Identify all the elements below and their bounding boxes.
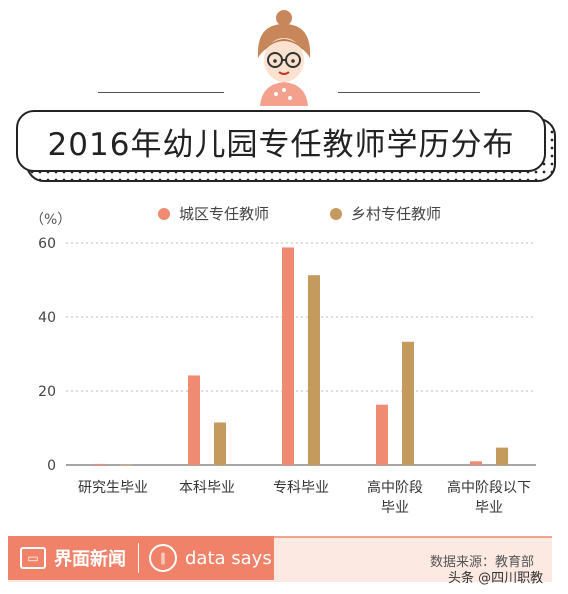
x-tick-label: 本科毕业 [179,480,235,496]
bar-rural [214,422,226,465]
x-tick-label: 毕业 [475,500,503,516]
x-tick-label: 毕业 [381,500,409,516]
title-banner: 2016年幼儿园专任教师学历分布 [16,110,546,172]
bar-rural [308,275,320,465]
x-tick-label: 高中阶段 [367,479,423,496]
decorative-rule-right [338,92,480,93]
x-tick-label: 研究生毕业 [78,480,148,496]
x-tick-label: 高中阶段以下 [447,479,531,496]
data-says-label: data says [185,547,272,569]
legend-item-rural: 乡村专任教师 [330,203,441,224]
watermark-text: 头条 @四川职教 [448,571,544,586]
teacher-avatar-illustration [257,10,311,106]
legend-label-rural: 乡村专任教师 [351,205,442,223]
legend-swatch-rural [330,207,342,220]
bar-urban [188,375,200,465]
brand-separator [138,543,139,573]
bar-rural [120,464,132,466]
data-source-note: 数据来源：教育部 [430,555,535,570]
bar-rural [496,447,508,465]
legend-label-urban: 城区专任教师 [179,205,270,223]
y-tick-label: 0 [47,458,56,474]
y-tick-label: 60 [38,236,56,252]
decorative-rule-left [98,92,224,93]
bar-urban [282,247,294,465]
bar-urban [376,404,388,465]
x-tick-label: 专科毕业 [273,480,329,496]
news-logo-icon: ▭ [20,547,46,569]
legend-swatch-urban [158,207,170,220]
y-axis-unit-label: （%） [30,212,71,228]
y-tick-label: 40 [38,310,56,326]
data-says-icon: ∥ [149,544,177,572]
brand-block: ▭ 界面新闻 ∥ data says [8,536,274,580]
legend-item-urban: 城区专任教师 [158,203,269,224]
brand-name: 界面新闻 [54,549,126,570]
bar-urban [94,463,106,465]
y-tick-label: 20 [38,384,56,400]
bar-rural [402,341,414,465]
bar-urban [470,461,482,465]
chart-title: 2016年幼儿园专任教师学历分布 [47,126,515,163]
